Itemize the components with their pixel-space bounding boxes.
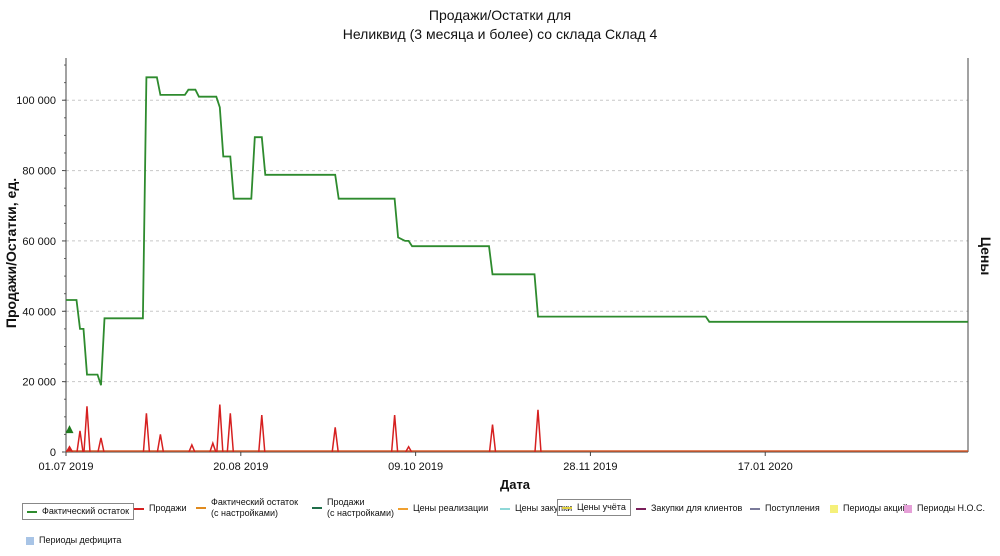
series-sales-spike [188, 443, 196, 453]
series-sales-spike [331, 427, 339, 453]
legend-item[interactable]: Цены реализации [398, 503, 488, 514]
legend-label: Периоды акций [843, 503, 908, 513]
chart-title-line-1: Продажи/Остатки для [428, 7, 572, 23]
legend-label: Фактический остаток (с настройками) [211, 497, 299, 518]
series-sales-spike [488, 424, 497, 453]
legend-label: Цены реализации [413, 503, 489, 513]
x-tick-label: 17.01 2020 [738, 461, 793, 473]
series-sales-spike [404, 445, 413, 453]
legend-item[interactable]: Закупки для клиентов [636, 503, 742, 514]
series-stock-line [66, 76, 968, 386]
red-triangle-marker [66, 446, 73, 451]
legend-swatch [27, 510, 37, 513]
legend-item[interactable]: Периоды акций [830, 503, 908, 514]
y-tick-label: 0 [50, 447, 56, 459]
series-sales-spike [226, 413, 235, 453]
y-tick-label: 20 000 [22, 377, 56, 389]
legend-swatch [398, 507, 408, 510]
series-sales-spike [209, 440, 217, 453]
series-sales-spike [258, 415, 266, 453]
x-tick-label: 28.11 2019 [563, 461, 617, 473]
legend-swatch [904, 504, 912, 513]
legend-label: Фактический остаток [42, 506, 130, 516]
series-sales-spike [216, 404, 224, 453]
y-tick-label: 40 000 [22, 306, 56, 318]
y-tick-label: 80 000 [22, 166, 56, 178]
chart-title: Продажи/Остатки для Неликвид (3 месяца и… [0, 6, 1000, 44]
series-sales-spike [390, 415, 399, 453]
series-sales-spike [142, 413, 151, 453]
legend-item[interactable]: Продажи (с настройками) [312, 497, 394, 519]
series-sales-spike [76, 430, 84, 453]
y-tick-label: 60 000 [22, 236, 56, 248]
legend-swatch [500, 507, 510, 510]
legend-swatch [830, 504, 838, 513]
chart-legend: Фактический остаток Продажи Фактический ос… [22, 495, 992, 553]
legend-label: Закупки для клиентов [651, 503, 743, 513]
legend-swatch [26, 536, 34, 545]
legend-swatch [636, 507, 646, 510]
y-axis-label: Продажи/Остатки, ед. [3, 177, 19, 329]
legend-item[interactable]: Периоды Н.О.С. [904, 503, 985, 514]
legend-swatch [196, 507, 206, 509]
legend-label: Цены закупки [515, 503, 573, 513]
x-tick-label: 01.07 2019 [38, 461, 93, 473]
x-axis-label: Дата [499, 477, 531, 492]
legend-swatch [750, 507, 760, 510]
secondary-y-axis-label: Цены [978, 236, 994, 276]
series-sales-spike [534, 409, 542, 453]
legend-label: Цены учёта [577, 502, 626, 512]
legend-item[interactable]: Цены учёта [557, 499, 631, 516]
legend-item[interactable]: Фактический остаток [22, 503, 135, 520]
series-sales-spike [83, 406, 91, 453]
chart-title-line-2: Неликвид (3 месяца и более) со склада Ск… [342, 26, 658, 42]
legend-item[interactable]: Цены закупки [500, 503, 572, 514]
legend-item[interactable]: Периоды дефицита [26, 535, 121, 546]
legend-item[interactable]: Фактический остаток (с настройками) [196, 497, 298, 519]
legend-swatch [562, 506, 572, 509]
legend-label: Поступления [765, 503, 820, 513]
green-triangle-marker [65, 425, 74, 434]
legend-label: Периоды Н.О.С. [917, 503, 986, 513]
legend-label: Продажи [149, 503, 187, 513]
series-sales-spike [156, 434, 165, 453]
legend-swatch [312, 507, 322, 509]
legend-item[interactable]: Поступления [750, 503, 820, 514]
series-sales-spike [97, 437, 105, 453]
y-tick-label: 100 000 [16, 95, 56, 107]
legend-swatch [134, 507, 144, 510]
legend-label: Продажи (с настройками) [327, 497, 394, 518]
legend-label: Периоды дефицита [39, 535, 122, 545]
legend-item[interactable]: Продажи [134, 503, 187, 514]
x-tick-label: 20.08 2019 [213, 461, 268, 473]
x-tick-label: 09.10 2019 [388, 461, 443, 473]
